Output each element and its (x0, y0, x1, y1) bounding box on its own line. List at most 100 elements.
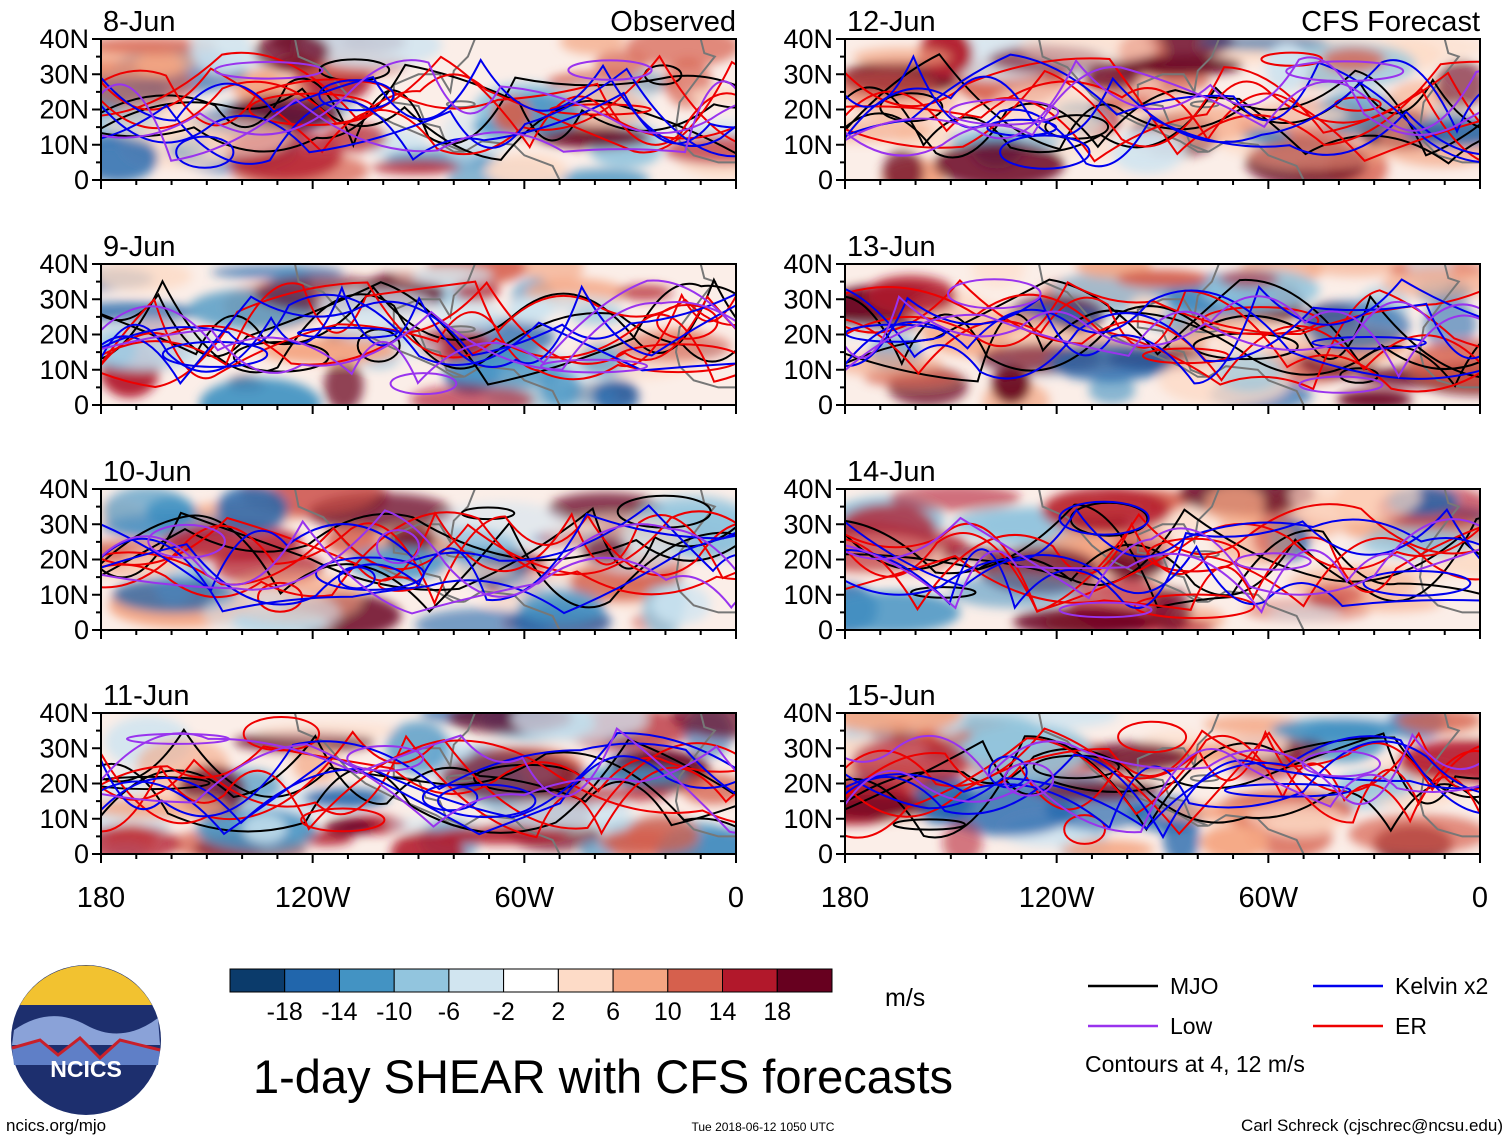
shear-cell (1267, 606, 1340, 622)
shear-cell (663, 135, 736, 165)
shear-cell (626, 39, 736, 68)
y-tick-label: 20N (39, 545, 89, 575)
ncics-logo: NCICS (11, 965, 161, 1115)
contour-line (845, 727, 1480, 836)
shear-cell (242, 813, 287, 844)
colorbar-label: -18 (267, 998, 303, 1026)
y-tick-label: 0 (74, 390, 89, 420)
contour-loop (346, 745, 425, 772)
contour-line (845, 66, 1480, 149)
contour-line (845, 278, 1480, 388)
contour-loop (175, 135, 235, 169)
shear-cell (506, 297, 554, 323)
contour-loop (318, 79, 395, 112)
y-tick-label: 20N (39, 769, 89, 799)
panel-grid: 40N 30N 20N 10N 0 8-Jun Observed 40N 30N 20N 10N 0 9… (39, 6, 1481, 869)
contour-line (101, 277, 736, 356)
shear-cell (1215, 352, 1284, 393)
y-tick-label: 10N (783, 355, 833, 385)
contour-loop (337, 566, 376, 590)
contour-line (101, 57, 736, 147)
y-tick-label: 10N (39, 130, 89, 160)
y-tick-label: 40N (783, 249, 833, 279)
contours (845, 278, 1480, 394)
contours (845, 51, 1480, 170)
ticks (836, 488, 1481, 639)
contour-line (101, 293, 736, 372)
y-tick-label: 10N (39, 804, 89, 834)
panel-14-Jun: 40N 30N 20N 10N 0 14-Jun (783, 456, 1481, 645)
contours (845, 500, 1480, 620)
shear-cell (101, 39, 218, 54)
colorbar-bin (284, 968, 340, 993)
shear-cell (409, 384, 534, 405)
contour-loop (1058, 500, 1150, 536)
contour-loop (126, 732, 230, 745)
y-tick-label: 20N (783, 320, 833, 350)
contour-line (845, 753, 1480, 840)
panel-9-Jun: 40N 30N 20N 10N 0 9-Jun (39, 231, 737, 420)
contour-line (845, 287, 1480, 380)
shear-cell (592, 378, 640, 405)
y-tick-label: 30N (39, 284, 89, 314)
contour-line (101, 727, 736, 828)
contour-line (101, 63, 736, 153)
colorbar-label: -2 (493, 998, 515, 1026)
contour-line (845, 279, 1480, 382)
y-tick-label: 20N (783, 769, 833, 799)
contour-line (101, 51, 736, 154)
contour-line (845, 729, 1480, 824)
shear-cell (882, 149, 925, 180)
legend: MJO Kelvin x2 Low ER (1088, 973, 1488, 1039)
contour-line (845, 740, 1480, 830)
y-tick-label: 10N (39, 580, 89, 610)
website-link[interactable]: ncics.org/mjo (6, 1116, 106, 1135)
contour-loop (656, 304, 719, 340)
shear-cell (1381, 268, 1480, 298)
shear-cell (199, 378, 322, 405)
contour-loop (1362, 570, 1472, 597)
contour-loop (540, 358, 648, 374)
y-tick-label: 20N (783, 95, 833, 125)
contour-line (101, 511, 736, 582)
column-label: Observed (610, 6, 736, 38)
colorbar-label: 10 (654, 998, 682, 1026)
contours (845, 720, 1480, 845)
contours (101, 277, 736, 396)
contour-loop (161, 340, 269, 368)
shear-cell (991, 365, 1031, 405)
y-tick-label: 40N (39, 698, 89, 728)
shear-cell (1088, 376, 1136, 405)
contour-note: Contours at 4, 12 m/s (1085, 1051, 1305, 1077)
x-tick-label: 120W (275, 882, 351, 914)
ticks (836, 712, 1481, 863)
contours (101, 716, 736, 839)
y-tick-label: 10N (783, 804, 833, 834)
panel-13-Jun: 40N 30N 20N 10N 0 13-Jun (783, 231, 1481, 420)
shear-cell (256, 721, 401, 740)
panel-date: 15-Jun (847, 680, 936, 712)
panel-date: 11-Jun (103, 680, 190, 712)
shear-cell (433, 826, 569, 845)
timestamp: Tue 2018-06-12 1050 UTC (692, 1120, 835, 1134)
shear-cell (433, 501, 571, 550)
shear-cell (1116, 55, 1244, 76)
contour-line (101, 59, 736, 139)
contour-loop (1117, 720, 1188, 754)
shear-cell (324, 818, 375, 836)
y-tick-label: 10N (783, 130, 833, 160)
colorbar-bin (339, 968, 395, 993)
shear-cell (101, 318, 218, 369)
colorbar-bin (667, 968, 723, 993)
colorbar: -18 -14 -10 -6 -2 2 6 10 14 18 (229, 968, 833, 1026)
contour-line (101, 726, 736, 834)
shear-cell (101, 825, 181, 854)
y-tick-label: 30N (39, 509, 89, 539)
y-tick-label: 20N (39, 95, 89, 125)
x-tick-label: 0 (728, 882, 744, 914)
legend-item-low: Low (1088, 1013, 1213, 1039)
x-tick-label: 120W (1019, 882, 1095, 914)
shear-cell (102, 489, 193, 537)
shear-cell (852, 47, 952, 67)
